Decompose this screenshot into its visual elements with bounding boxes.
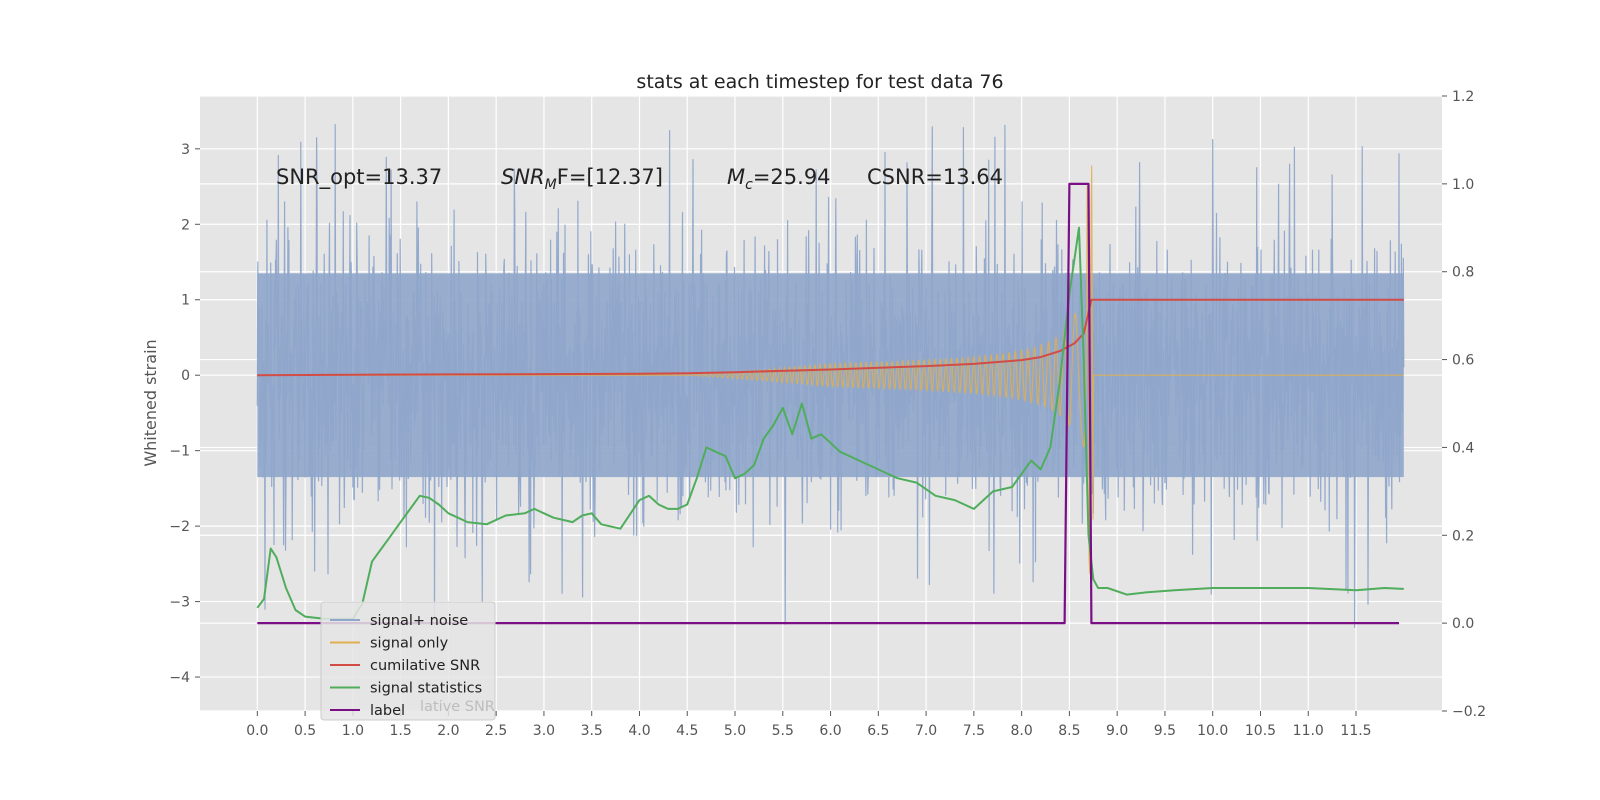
x-tick-label: 3.0 — [533, 723, 555, 739]
x-tick-label: 9.0 — [1106, 723, 1128, 739]
x-tick-label: 2.0 — [437, 723, 459, 739]
series-cumulative-snr — [257, 298, 1404, 377]
y2-tick-label: −0.2 — [1452, 704, 1486, 720]
x-tick-label: 1.0 — [342, 723, 364, 739]
y-tick-label: 3 — [181, 142, 190, 158]
annotation-csnr: CSNR=13.64 — [867, 165, 1003, 189]
x-tick-label: 4.5 — [676, 723, 698, 739]
y2-tick-label: 0.6 — [1452, 353, 1474, 369]
series-signal-statistics — [256, 226, 1404, 620]
annotation-chirp-mass-tail: =25.94 — [753, 165, 831, 189]
x-tick-label: 0.0 — [246, 723, 268, 739]
legend-label: label — [370, 703, 405, 719]
series-label — [257, 182, 1399, 625]
x-tick-label: 5.5 — [772, 723, 794, 739]
annotation-snr-opt: SNR_opt=13.37 — [276, 165, 442, 190]
y-tick-label: 1 — [181, 293, 190, 309]
annotation-snr-mf-tail: F=[12.37] — [557, 165, 663, 189]
y2-tick-label: 0.4 — [1452, 440, 1474, 456]
x-tick-label: 6.5 — [867, 723, 889, 739]
x-tick-label: 3.5 — [581, 723, 603, 739]
x-tick-label: 11.0 — [1293, 723, 1324, 739]
y-axis-label: Whitened strain — [141, 339, 160, 466]
annotation-snr-mf-sub: M — [545, 177, 557, 193]
legend-label: signal only — [370, 636, 449, 652]
y-tick-label: −1 — [169, 444, 190, 460]
legend-label: cumilative SNR — [370, 658, 480, 674]
x-tick-label: 11.5 — [1340, 723, 1371, 739]
x-tick-label: 8.0 — [1010, 723, 1032, 739]
x-tick-label: 6.0 — [819, 723, 841, 739]
x-tick-label: 10.5 — [1245, 723, 1276, 739]
x-tick-label: 2.5 — [485, 723, 507, 739]
y-tick-label: −4 — [169, 670, 190, 686]
y2-tick-label: 1.2 — [1452, 89, 1474, 105]
legend-box — [320, 601, 496, 721]
y-tick-label: −3 — [169, 595, 190, 611]
annotation-snr-mf-main: SNR — [501, 165, 545, 189]
y-tick-label: 2 — [181, 217, 190, 233]
y-tick-label: −2 — [169, 519, 190, 535]
x-tick-label: 7.0 — [915, 723, 937, 739]
x-tick-label: 0.5 — [294, 723, 316, 739]
x-tick-label: 5.0 — [724, 723, 746, 739]
x-tick-label: 7.5 — [963, 723, 985, 739]
annotations: SNR_opt=13.37 SNRMF=[12.37] Mc=25.94 CSN… — [276, 165, 1003, 193]
chart-title: stats at each timestep for test data 76 — [636, 71, 1003, 93]
y2-tick-label: 0.2 — [1452, 528, 1474, 544]
x-tick-label: 8.5 — [1058, 723, 1080, 739]
annotation-chirp-mass-sub: c — [745, 177, 753, 193]
series-layer — [256, 124, 1405, 628]
legend-ghost-text: lative SNR — [420, 699, 495, 715]
x-tick-label: 1.5 — [389, 723, 411, 739]
y2-tick-label: 1.0 — [1452, 177, 1474, 193]
annotation-chirp-mass-main: M — [727, 165, 745, 189]
legend-label: signal statistics — [370, 681, 482, 697]
legend-label: signal+ noise — [370, 613, 468, 629]
x-tick-label: 10.0 — [1197, 723, 1228, 739]
y2-tick-label: 0.0 — [1452, 616, 1474, 632]
annotation-chirp-mass: Mc=25.94 — [727, 165, 831, 193]
x-tick-label: 9.5 — [1154, 723, 1176, 739]
legend: lative SNR signal+ noise signal only cumil… — [320, 601, 496, 721]
y-tick-label: 0 — [181, 368, 190, 384]
x-tick-label: 4.0 — [628, 723, 650, 739]
ticks: 0.0 0.5 1.0 1.5 2.0 2.5 3.0 3.5 4.0 4.5 5.0 5.5 6.0 6… — [169, 89, 1486, 739]
y2-tick-label: 0.8 — [1452, 265, 1474, 281]
annotation-snr-mf: SNRMF=[12.37] — [501, 165, 663, 193]
